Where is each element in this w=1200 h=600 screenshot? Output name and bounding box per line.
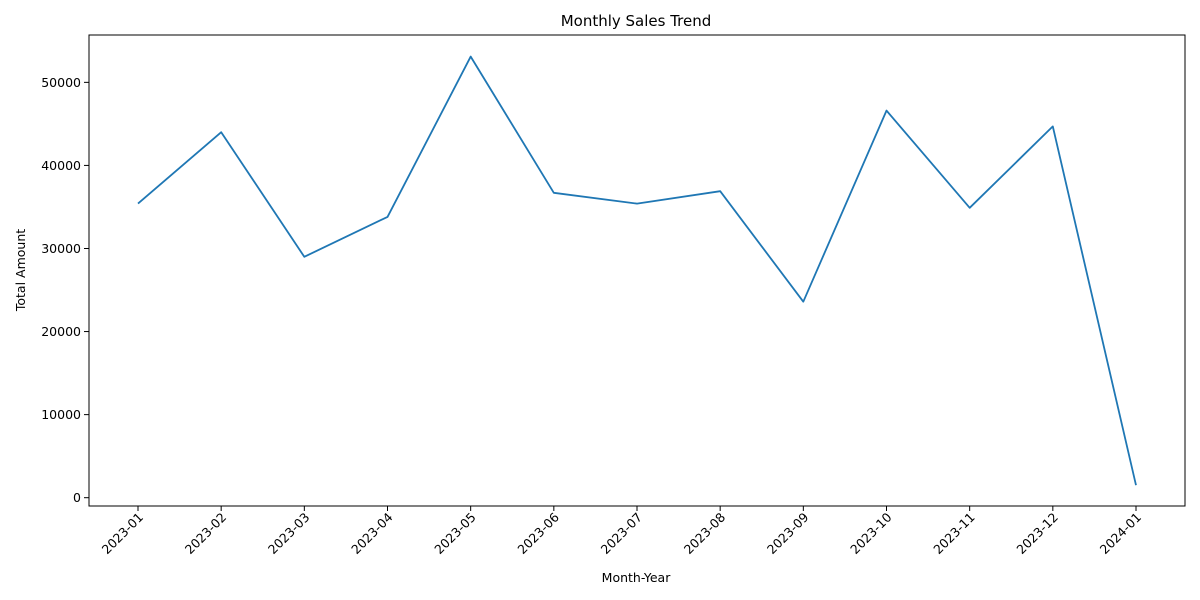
- y-tick-label: 40000: [41, 158, 81, 173]
- series-group: [137, 55, 1137, 486]
- plot-frame: [88, 34, 1186, 507]
- x-tick-label: 2023-09: [764, 509, 812, 557]
- x-tick-label: 2023-05: [431, 510, 479, 558]
- y-axis: 0 10000 20000 30000 40000 50000: [41, 75, 89, 505]
- x-tick-label: 2023-01: [99, 510, 147, 558]
- x-tick-label: 2023-08: [681, 509, 729, 557]
- y-tick-label: 30000: [41, 241, 81, 256]
- x-tick-label: 2024-01: [1097, 510, 1145, 558]
- x-axis-label: Month-Year: [602, 570, 672, 585]
- y-tick-label: 20000: [41, 324, 81, 339]
- y-tick-label: 50000: [41, 75, 81, 90]
- y-axis-label: Total Amount: [13, 229, 28, 312]
- x-tick-label: 2023-10: [847, 509, 895, 557]
- x-tick-label: 2023-12: [1013, 510, 1061, 558]
- x-tick-label: 2023-06: [514, 509, 562, 557]
- series-line: [137, 55, 1137, 486]
- x-axis: 2023-01 2023-02 2023-03 2023-04 2023-05 2023-…: [99, 506, 1145, 558]
- chart-title: Monthly Sales Trend: [561, 12, 712, 30]
- x-tick-label: 2023-04: [348, 509, 396, 557]
- x-tick-label: 2023-07: [598, 510, 646, 558]
- x-tick-label: 2023-11: [930, 510, 978, 558]
- x-tick-label: 2023-03: [265, 510, 313, 558]
- x-tick-label: 2023-02: [182, 510, 230, 558]
- y-tick-label: 10000: [41, 407, 81, 422]
- y-tick-label: 0: [73, 490, 81, 505]
